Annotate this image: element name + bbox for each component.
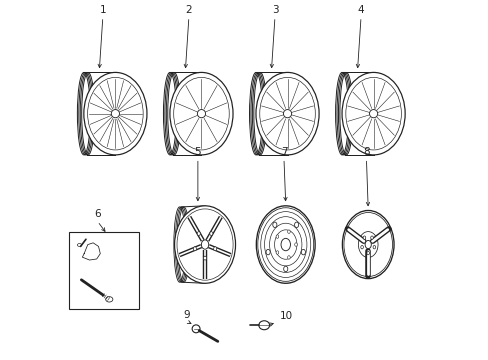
Ellipse shape [343, 212, 392, 276]
Ellipse shape [283, 109, 291, 118]
Ellipse shape [169, 72, 233, 155]
Text: 5: 5 [194, 147, 201, 157]
Ellipse shape [281, 238, 290, 251]
Ellipse shape [203, 256, 206, 260]
Ellipse shape [365, 240, 370, 249]
Text: 8: 8 [363, 147, 369, 157]
Ellipse shape [301, 249, 305, 255]
Ellipse shape [193, 247, 196, 251]
Bar [69, 232, 139, 309]
Ellipse shape [294, 243, 297, 246]
Ellipse shape [213, 247, 216, 251]
Ellipse shape [197, 109, 205, 118]
Ellipse shape [255, 72, 319, 155]
Text: 2: 2 [185, 5, 192, 15]
Text: 3: 3 [271, 5, 278, 15]
Ellipse shape [257, 208, 313, 282]
Text: 9: 9 [183, 310, 190, 320]
Ellipse shape [366, 251, 369, 255]
Ellipse shape [201, 240, 208, 249]
Ellipse shape [111, 109, 119, 118]
Ellipse shape [276, 251, 278, 254]
Ellipse shape [360, 246, 363, 249]
Ellipse shape [287, 230, 290, 233]
Ellipse shape [83, 72, 147, 155]
Ellipse shape [372, 246, 375, 249]
Ellipse shape [174, 206, 235, 283]
Text: 10: 10 [279, 311, 292, 321]
Ellipse shape [369, 109, 377, 118]
Ellipse shape [265, 249, 270, 255]
Ellipse shape [283, 266, 287, 272]
Text: 4: 4 [357, 5, 364, 15]
Ellipse shape [341, 72, 405, 155]
Ellipse shape [294, 222, 298, 228]
Ellipse shape [276, 235, 278, 238]
Ellipse shape [272, 222, 276, 228]
Ellipse shape [363, 236, 365, 239]
Ellipse shape [287, 256, 290, 259]
Ellipse shape [209, 231, 212, 235]
Ellipse shape [370, 236, 372, 239]
Ellipse shape [197, 231, 200, 235]
Text: 1: 1 [100, 5, 106, 15]
Text: 6: 6 [94, 210, 101, 220]
Text: 7: 7 [280, 147, 286, 157]
